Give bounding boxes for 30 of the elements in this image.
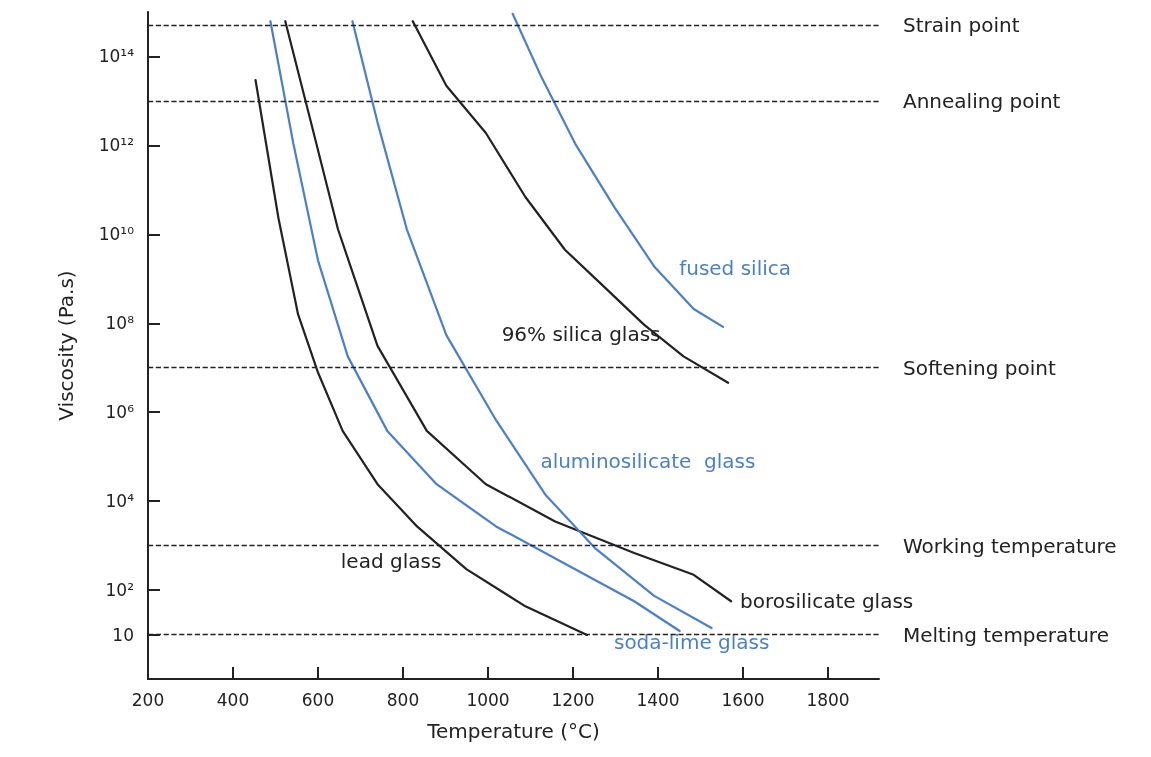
- y-tick-label: 10²: [105, 580, 134, 601]
- x-tick-label: 1800: [806, 689, 850, 710]
- x-axis-title: Temperature (°C): [426, 719, 600, 743]
- x-tick-label: 400: [216, 689, 250, 710]
- ref-line-label: Melting temperature: [903, 622, 1109, 647]
- series-label: 96% silica glass: [501, 322, 661, 347]
- y-axis-title: Viscosity (Pa.s): [54, 270, 78, 421]
- x-tick-label: 1400: [636, 689, 680, 710]
- y-tick-label: 10¹⁴: [98, 46, 135, 67]
- series-label: aluminosilicate glass: [540, 448, 756, 473]
- x-tick-label: 1600: [721, 689, 765, 710]
- series-label: fused silica: [679, 256, 792, 281]
- series-label: borosilicate glass: [740, 589, 914, 614]
- x-tick-label: 600: [301, 689, 335, 710]
- x-tick-label: 200: [131, 689, 165, 710]
- y-tick-label: 10¹⁰: [98, 224, 135, 245]
- series-label: lead glass: [340, 549, 442, 574]
- y-tick-label: 10⁶: [105, 402, 135, 423]
- y-tick-label: 10: [112, 624, 134, 645]
- x-tick-label: 1200: [551, 689, 595, 710]
- y-tick-label: 10⁸: [105, 313, 135, 334]
- x-tick-label: 800: [386, 689, 420, 710]
- x-tick-label: 1000: [466, 689, 510, 710]
- y-tick-label: 10⁴: [105, 491, 135, 512]
- series-label: soda-lime glass: [613, 630, 770, 655]
- ref-line-label: Softening point: [903, 355, 1056, 380]
- ref-line-label: Working temperature: [903, 533, 1117, 558]
- y-tick-label: 10¹²: [98, 135, 134, 156]
- ref-line-label: Annealing point: [903, 88, 1061, 113]
- ref-line-label: Strain point: [903, 13, 1020, 38]
